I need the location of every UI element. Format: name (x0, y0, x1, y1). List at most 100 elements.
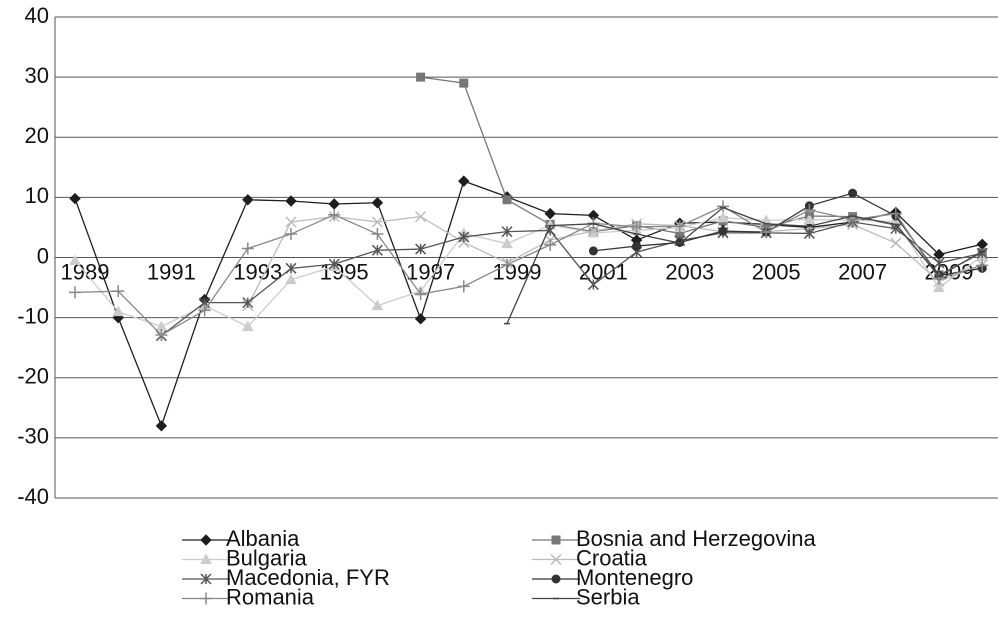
y-tick-label: 40 (25, 3, 49, 28)
marker (155, 329, 168, 342)
marker (458, 236, 470, 248)
series-line (74, 205, 983, 336)
marker (976, 259, 989, 272)
y-tick-label: 0 (37, 243, 49, 268)
series-line (247, 215, 983, 306)
legend-label: Montenegro (576, 565, 693, 590)
series-line (506, 206, 983, 324)
y-tick-label: -30 (17, 424, 49, 449)
legend-item: Bosnia and Herzegovina (532, 526, 816, 551)
marker (544, 207, 556, 220)
marker (328, 198, 340, 210)
marker (502, 195, 512, 205)
legend-label: Serbia (576, 584, 640, 609)
marker (458, 175, 470, 187)
marker (717, 211, 729, 223)
marker (803, 213, 816, 225)
y-tick-label: 20 (25, 123, 49, 148)
x-tick-label: 2007 (838, 259, 887, 284)
marker (414, 288, 427, 301)
marker (200, 553, 212, 564)
legend-item: Albania (182, 526, 300, 551)
marker (415, 211, 427, 223)
marker (551, 574, 561, 584)
legend-item: Croatia (532, 545, 648, 570)
legend-item: Bulgaria (182, 545, 307, 570)
marker (976, 238, 988, 250)
legend-label: Croatia (576, 545, 648, 570)
marker (890, 237, 902, 249)
legend-label: Bulgaria (226, 545, 307, 570)
marker (501, 237, 513, 249)
marker (933, 281, 945, 293)
marker (200, 592, 212, 605)
series-line (74, 217, 983, 328)
marker (285, 273, 297, 285)
marker (328, 208, 341, 221)
series-line (74, 180, 983, 428)
marker (718, 226, 728, 236)
marker (69, 286, 81, 299)
legend-label: Albania (226, 526, 300, 551)
y-tick-label: 30 (25, 63, 49, 88)
y-tick-label: -10 (17, 303, 49, 328)
marker (933, 257, 945, 269)
x-tick-label: 2003 (665, 259, 714, 284)
marker (587, 279, 599, 291)
marker (848, 188, 858, 198)
marker (198, 304, 211, 317)
marker (632, 241, 642, 251)
x-tick-label: 1993 (233, 259, 282, 284)
marker (550, 553, 562, 566)
x-tick-label: 2001 (579, 259, 628, 284)
legend-label: Romania (226, 584, 315, 609)
marker (285, 195, 297, 207)
legend-label: Bosnia and Herzegovina (576, 526, 816, 551)
marker (200, 573, 212, 585)
marker (241, 320, 254, 332)
marker (587, 225, 599, 237)
legend-label: Macedonia, FYR (226, 565, 390, 590)
marker (889, 207, 902, 220)
marker (200, 534, 212, 546)
legend-item: Serbia (532, 584, 640, 609)
x-tick-label: 2005 (752, 259, 801, 284)
marker (371, 228, 384, 241)
marker (241, 242, 254, 255)
marker (371, 299, 384, 311)
marker (414, 313, 427, 325)
marker (285, 262, 297, 274)
marker (501, 258, 513, 271)
marker (155, 420, 168, 432)
marker (459, 78, 469, 88)
y-tick-label: -40 (17, 484, 49, 509)
legend-item: Macedonia, FYR (182, 565, 390, 590)
marker (69, 254, 81, 266)
x-tick-label: 1997 (406, 259, 455, 284)
marker (933, 272, 945, 285)
x-tick-label: 1991 (147, 259, 196, 284)
x-tick-label: 1995 (320, 259, 369, 284)
marker (242, 194, 254, 206)
marker (673, 220, 686, 233)
marker (551, 535, 561, 545)
marker (328, 258, 340, 270)
y-tick-label: -20 (17, 364, 49, 389)
marker (242, 297, 254, 309)
marker (371, 216, 383, 228)
y-tick-label: 10 (25, 183, 49, 208)
marker (457, 280, 470, 293)
marker (416, 72, 426, 82)
marker (544, 238, 557, 251)
legend-item: Montenegro (532, 565, 693, 590)
marker (760, 226, 773, 239)
marker (803, 204, 816, 217)
marker (371, 197, 384, 209)
marker (285, 216, 297, 228)
marker (458, 231, 470, 243)
marker (501, 226, 513, 238)
marker (803, 227, 815, 239)
marker (415, 243, 427, 255)
marker (630, 220, 643, 233)
